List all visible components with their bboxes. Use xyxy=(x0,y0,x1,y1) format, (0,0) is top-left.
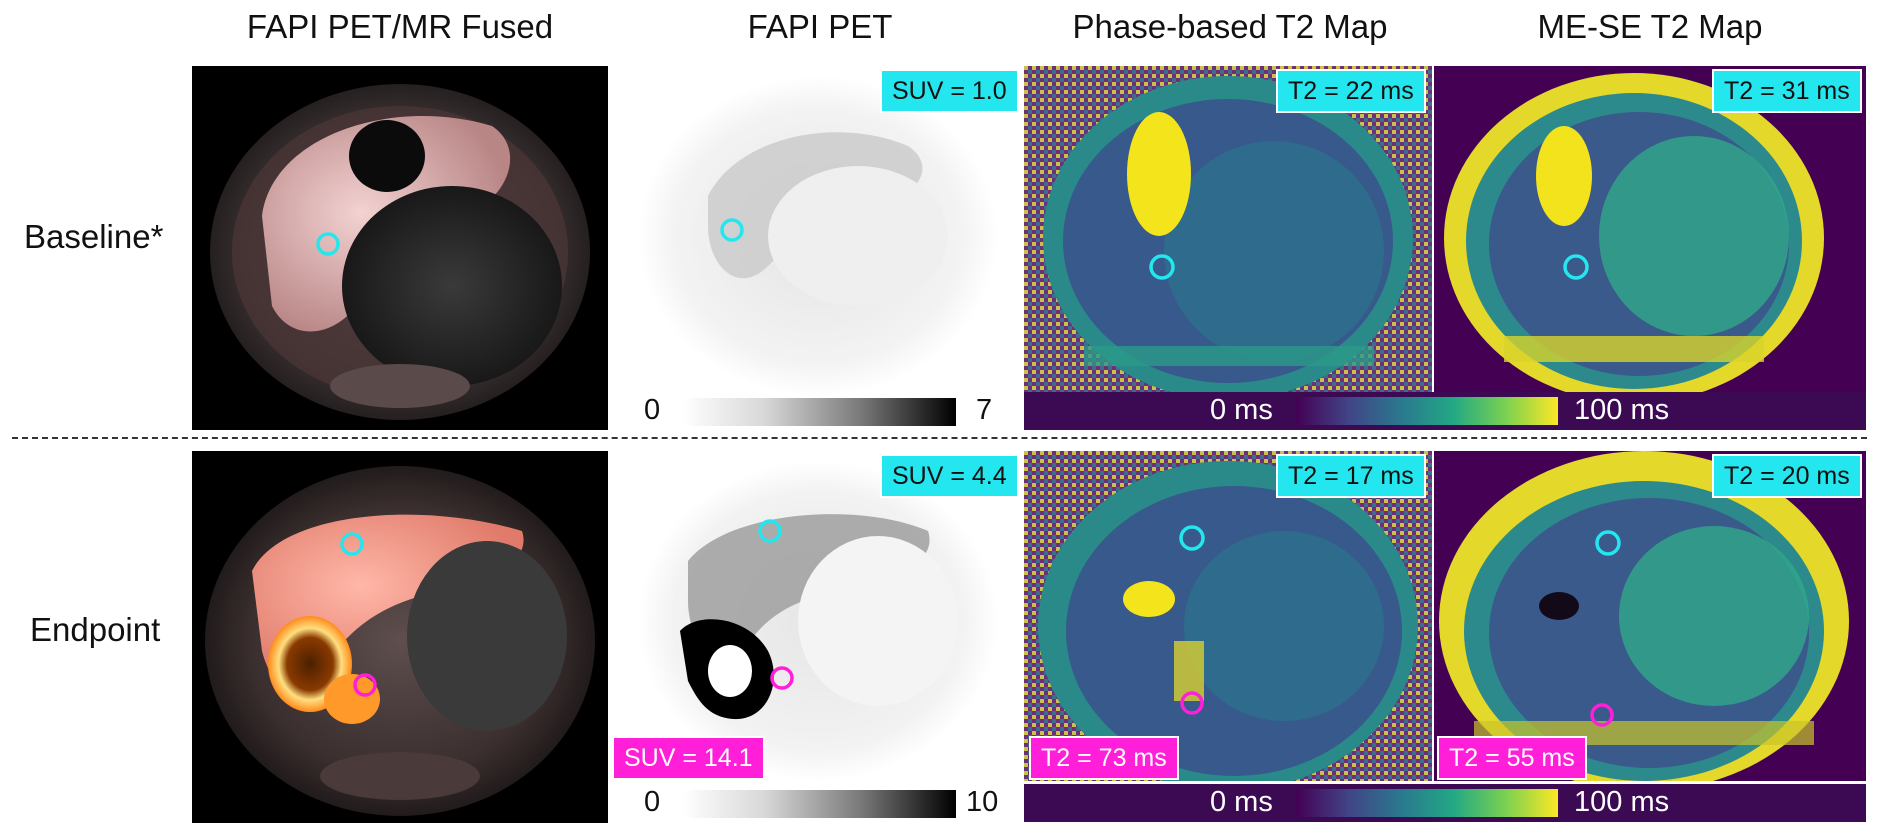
endpoint-phase-t2-badge-cyan: T2 = 17 ms xyxy=(1276,454,1426,498)
row-label-baseline: Baseline* xyxy=(24,218,164,255)
endpoint-phase-t2-badge-magenta: T2 = 73 ms xyxy=(1029,736,1179,780)
roi-circle-cyan xyxy=(316,232,340,256)
baseline-pet-suv-badge: SUV = 1.0 xyxy=(880,69,1019,113)
endpoint-pet-suv-badge-cyan: SUV = 4.4 xyxy=(880,454,1019,498)
endpoint-pet-image xyxy=(618,451,1016,781)
roi-circle-cyan xyxy=(340,532,364,556)
endpoint-mese-t2-badge-cyan: T2 = 20 ms xyxy=(1712,454,1862,498)
endpoint-pet-scale-max: 10 xyxy=(966,786,999,818)
baseline-pet-scale-max: 7 xyxy=(976,394,993,426)
baseline-t2-scale-min: 0 ms xyxy=(1210,394,1273,426)
endpoint-mese-t2-image xyxy=(1434,451,1866,781)
roi-circle-magenta xyxy=(1180,691,1204,715)
baseline-mese-t2-badge: T2 = 31 ms xyxy=(1712,69,1862,113)
baseline-t2-scale-max: 100 ms xyxy=(1574,394,1670,426)
roi-circle-cyan xyxy=(1149,254,1175,280)
endpoint-t2-colorbar xyxy=(1296,789,1558,817)
column-title-fused: FAPI PET/MR Fused xyxy=(246,8,554,45)
roi-circle-cyan xyxy=(720,218,744,242)
endpoint-t2-colorbar-strip: 0 ms 100 ms xyxy=(1024,784,1866,822)
baseline-pet-scale-min: 0 xyxy=(644,394,661,426)
column-title-pet: FAPI PET xyxy=(747,8,893,45)
baseline-phase-t2-image xyxy=(1024,66,1432,392)
baseline-pet-colorbar xyxy=(682,398,956,426)
column-title-mese-t2: ME-SE T2 Map xyxy=(1537,8,1763,45)
roi-circle-cyan xyxy=(758,519,782,543)
roi-circle-cyan xyxy=(1563,254,1589,280)
endpoint-fused-image xyxy=(192,451,608,823)
roi-circle-cyan xyxy=(1179,525,1205,551)
endpoint-phase-t2-image xyxy=(1024,451,1432,781)
row-divider xyxy=(12,437,1867,439)
endpoint-pet-scale-min: 0 xyxy=(644,786,661,818)
baseline-t2-colorbar-strip: 0 ms 100 ms xyxy=(1024,392,1866,430)
roi-circle-magenta xyxy=(353,673,377,697)
row-label-endpoint: Endpoint xyxy=(30,611,161,648)
baseline-mese-t2-image xyxy=(1434,66,1866,392)
endpoint-t2-scale-max: 100 ms xyxy=(1574,786,1670,818)
endpoint-pet-colorbar xyxy=(682,790,956,818)
endpoint-pet-suv-badge-magenta: SUV = 14.1 xyxy=(612,736,765,780)
roi-circle-cyan xyxy=(1595,530,1621,556)
baseline-t2-colorbar xyxy=(1296,397,1558,425)
roi-circle-magenta xyxy=(1590,703,1614,727)
endpoint-mese-t2-badge-magenta: T2 = 55 ms xyxy=(1437,736,1587,780)
roi-circle-magenta xyxy=(770,666,794,690)
baseline-phase-t2-badge: T2 = 22 ms xyxy=(1276,69,1426,113)
baseline-fused-image xyxy=(192,66,608,430)
endpoint-t2-scale-min: 0 ms xyxy=(1210,786,1273,818)
baseline-pet-image xyxy=(618,66,1016,396)
column-title-phase-t2: Phase-based T2 Map xyxy=(1072,8,1388,45)
